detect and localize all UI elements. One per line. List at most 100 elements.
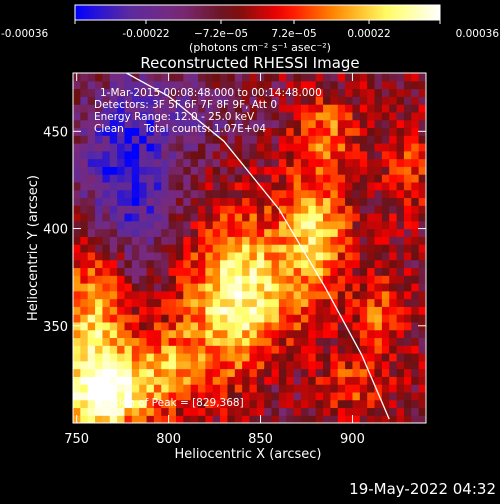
heatmap-cell bbox=[190, 228, 199, 237]
y-tick-label: 400 bbox=[43, 223, 68, 238]
heatmap-cell bbox=[389, 73, 398, 82]
heatmap-cell bbox=[153, 353, 162, 362]
heatmap-cell bbox=[337, 127, 346, 136]
heatmap-cell bbox=[102, 135, 111, 144]
heatmap-cell bbox=[352, 205, 361, 214]
heatmap-cell bbox=[286, 166, 295, 175]
heatmap-cell bbox=[278, 228, 287, 237]
heatmap-cell bbox=[161, 283, 170, 292]
heatmap-cell bbox=[389, 205, 398, 214]
heatmap-cell bbox=[345, 181, 354, 191]
heatmap-cell bbox=[80, 205, 89, 214]
heatmap-cell bbox=[168, 329, 177, 339]
heatmap-cell bbox=[352, 298, 361, 307]
heatmap-cell bbox=[124, 119, 133, 129]
heatmap-cell bbox=[337, 197, 346, 206]
heatmap-cell bbox=[367, 353, 376, 362]
heatmap-cell bbox=[146, 150, 155, 160]
heatmap-cell bbox=[227, 360, 236, 370]
heatmap-cell bbox=[330, 143, 339, 152]
heatmap-cell bbox=[124, 329, 133, 339]
heatmap-cell bbox=[286, 353, 295, 362]
heatmap-cell bbox=[359, 213, 368, 222]
heatmap-cell bbox=[315, 259, 324, 269]
heatmap-cell bbox=[323, 337, 331, 346]
heatmap-cell bbox=[190, 119, 199, 129]
heatmap-cell bbox=[293, 88, 302, 97]
heatmap-cell bbox=[146, 174, 155, 183]
heatmap-cell bbox=[359, 104, 368, 113]
heatmap-cell bbox=[220, 415, 229, 423]
heatmap-cell bbox=[300, 197, 309, 206]
heatmap-cell bbox=[205, 213, 214, 222]
heatmap-cell bbox=[315, 135, 324, 144]
heatmap-cell bbox=[352, 96, 361, 105]
heatmap-cell bbox=[139, 220, 148, 230]
heatmap-cell bbox=[337, 150, 346, 160]
heatmap-cell bbox=[389, 143, 398, 152]
heatmap-cell bbox=[212, 283, 221, 292]
x-tick-label: 850 bbox=[248, 432, 273, 447]
heatmap-cell bbox=[264, 259, 273, 269]
heatmap-cell bbox=[411, 391, 420, 401]
heatmap-cell bbox=[183, 205, 192, 214]
heatmap-cell bbox=[286, 96, 295, 105]
heatmap-cell bbox=[175, 189, 184, 199]
heatmap-cell bbox=[80, 259, 89, 269]
heatmap-cell bbox=[403, 345, 412, 354]
heatmap-cell bbox=[352, 220, 361, 230]
heatmap-cell bbox=[300, 290, 309, 300]
heatmap-cell bbox=[330, 384, 339, 393]
heatmap-cell bbox=[367, 337, 376, 346]
heatmap-cell bbox=[367, 189, 376, 199]
heatmap-cell bbox=[396, 236, 405, 245]
heatmap-cell bbox=[308, 111, 317, 121]
heatmap-cell bbox=[286, 306, 295, 315]
heatmap-cell bbox=[271, 236, 280, 245]
heatmap-cell bbox=[153, 220, 162, 230]
heatmap-cell bbox=[234, 220, 243, 230]
heatmap-cell bbox=[315, 376, 324, 385]
heatmap-cell bbox=[396, 283, 405, 292]
heatmap-cell bbox=[403, 283, 412, 292]
heatmap-cell bbox=[286, 391, 295, 401]
heatmap-cell bbox=[227, 345, 236, 354]
heatmap-cell bbox=[249, 166, 258, 175]
heatmap-cell bbox=[220, 376, 229, 385]
heatmap-cell bbox=[308, 368, 317, 377]
heatmap-cell bbox=[300, 384, 309, 393]
heatmap-cell bbox=[418, 353, 426, 362]
heatmap-cell bbox=[389, 345, 398, 354]
heatmap-cell bbox=[389, 166, 398, 175]
heatmap-cell bbox=[161, 259, 170, 269]
heatmap-cell bbox=[389, 104, 398, 113]
heatmap-cell bbox=[264, 368, 273, 377]
heatmap-cell bbox=[183, 181, 192, 191]
heatmap-cell bbox=[139, 321, 148, 331]
heatmap-cell bbox=[286, 174, 295, 183]
heatmap-cell bbox=[315, 197, 324, 206]
heatmap-cell bbox=[109, 321, 118, 331]
heatmap-cell bbox=[212, 251, 221, 261]
heatmap-cell bbox=[396, 368, 405, 377]
heatmap-cell bbox=[117, 181, 126, 191]
heatmap-cell bbox=[249, 228, 258, 237]
heatmap-cell bbox=[87, 376, 96, 385]
heatmap-cell bbox=[300, 306, 309, 315]
heatmap-cell bbox=[131, 158, 140, 167]
heatmap-cell bbox=[220, 391, 229, 401]
heatmap-cell bbox=[242, 337, 251, 346]
heatmap-cell bbox=[139, 391, 148, 401]
annotation-peak: Position of Peak = [829,368] bbox=[94, 397, 244, 409]
heatmap-cell bbox=[345, 251, 354, 261]
heatmap-cell bbox=[161, 275, 170, 284]
heatmap-cell bbox=[95, 174, 104, 183]
heatmap-cell bbox=[374, 259, 383, 269]
heatmap-cell bbox=[271, 391, 280, 401]
heatmap-cell bbox=[212, 80, 221, 90]
heatmap-cell bbox=[87, 368, 96, 377]
heatmap-cell bbox=[234, 119, 243, 129]
heatmap-cell bbox=[190, 213, 199, 222]
heatmap-cell bbox=[411, 213, 420, 222]
heatmap-cell bbox=[153, 407, 162, 416]
